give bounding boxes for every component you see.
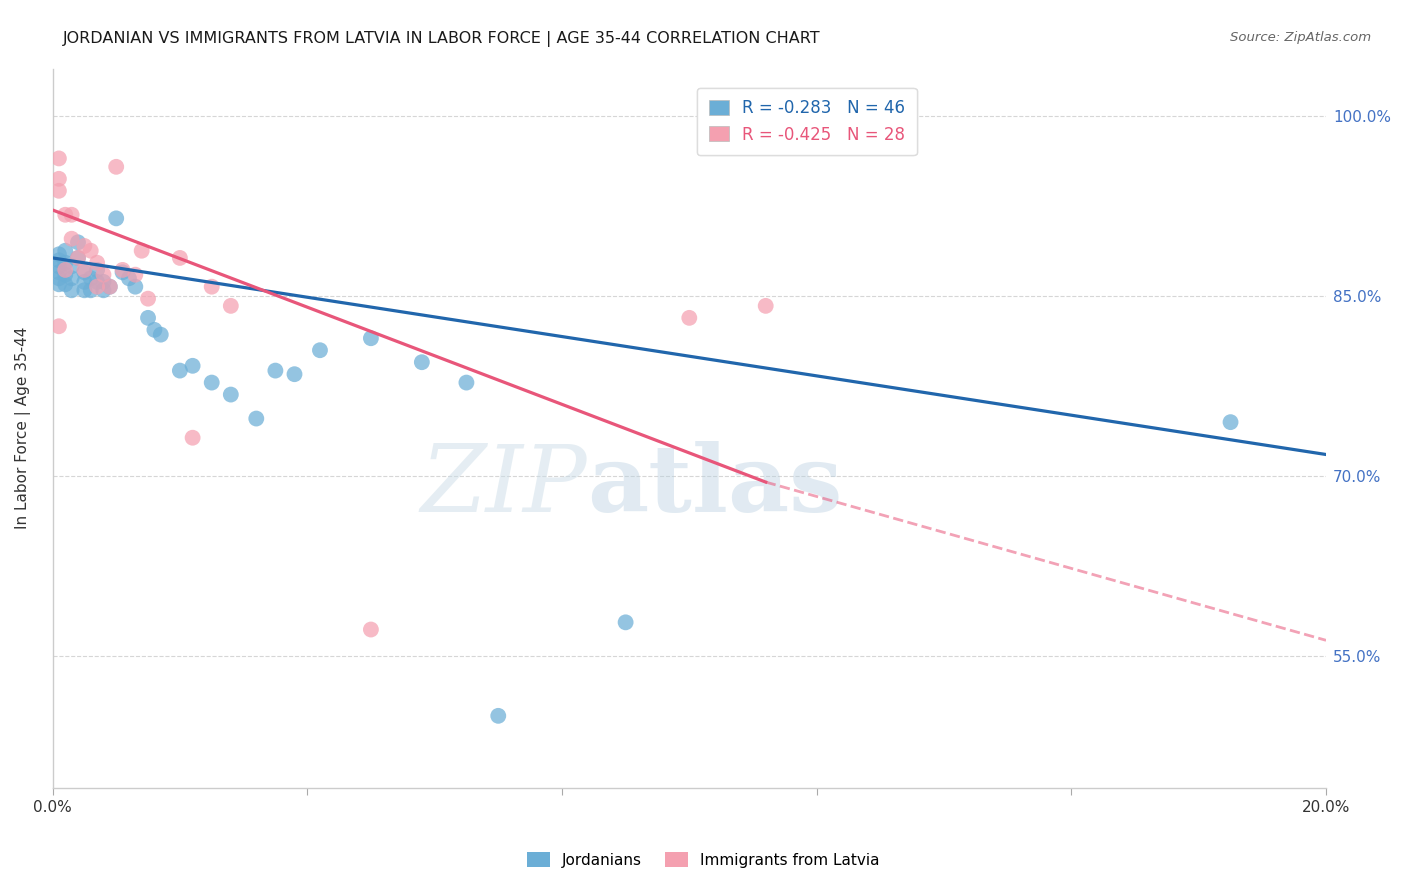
- Point: [93, 275, 115, 289]
- Point: [73, 263, 96, 277]
- Point: [53, 244, 76, 258]
- Legend: R = -0.283   N = 46, R = -0.425   N = 28: R = -0.283 N = 46, R = -0.425 N = 28: [697, 87, 917, 155]
- Point: [48, 247, 70, 261]
- Point: [614, 615, 637, 630]
- Point: [1219, 415, 1241, 429]
- Point: [149, 327, 172, 342]
- Point: [86, 275, 108, 289]
- Point: [60, 271, 83, 285]
- Point: [60, 260, 83, 274]
- Point: [486, 709, 509, 723]
- Point: [169, 363, 191, 377]
- Point: [456, 376, 478, 390]
- Point: [48, 171, 70, 186]
- Point: [80, 244, 103, 258]
- Point: [53, 268, 76, 282]
- Point: [124, 279, 146, 293]
- Point: [86, 256, 108, 270]
- Text: Source: ZipAtlas.com: Source: ZipAtlas.com: [1230, 31, 1371, 45]
- Point: [66, 251, 89, 265]
- Point: [105, 160, 128, 174]
- Point: [73, 283, 96, 297]
- Point: [86, 263, 108, 277]
- Point: [53, 263, 76, 277]
- Point: [73, 275, 96, 289]
- Point: [219, 299, 242, 313]
- Point: [73, 239, 96, 253]
- Point: [80, 283, 103, 297]
- Point: [48, 253, 70, 268]
- Point: [201, 279, 224, 293]
- Point: [48, 265, 70, 279]
- Point: [755, 299, 778, 313]
- Point: [131, 244, 153, 258]
- Point: [80, 271, 103, 285]
- Point: [111, 265, 134, 279]
- Text: atlas: atlas: [588, 441, 842, 531]
- Point: [111, 263, 134, 277]
- Point: [143, 323, 166, 337]
- Point: [98, 279, 121, 293]
- Point: [53, 256, 76, 270]
- Point: [105, 211, 128, 226]
- Point: [60, 232, 83, 246]
- Point: [360, 331, 382, 345]
- Point: [48, 271, 70, 285]
- Point: [66, 251, 89, 265]
- Point: [93, 283, 115, 297]
- Point: [93, 268, 115, 282]
- Point: [678, 310, 700, 325]
- Point: [136, 310, 159, 325]
- Point: [124, 268, 146, 282]
- Point: [48, 319, 70, 334]
- Point: [66, 235, 89, 250]
- Point: [53, 208, 76, 222]
- Point: [181, 431, 204, 445]
- Y-axis label: In Labor Force | Age 35-44: In Labor Force | Age 35-44: [15, 327, 31, 529]
- Point: [360, 623, 382, 637]
- Legend: Jordanians, Immigrants from Latvia: Jordanians, Immigrants from Latvia: [520, 846, 886, 873]
- Point: [309, 343, 332, 358]
- Point: [264, 363, 287, 377]
- Text: ZIP: ZIP: [420, 441, 588, 531]
- Point: [48, 184, 70, 198]
- Point: [73, 265, 96, 279]
- Point: [48, 152, 70, 166]
- Point: [48, 277, 70, 292]
- Point: [48, 260, 70, 274]
- Point: [53, 277, 76, 292]
- Text: JORDANIAN VS IMMIGRANTS FROM LATVIA IN LABOR FORCE | AGE 35-44 CORRELATION CHART: JORDANIAN VS IMMIGRANTS FROM LATVIA IN L…: [63, 31, 821, 47]
- Point: [283, 368, 305, 382]
- Point: [98, 279, 121, 293]
- Point: [60, 208, 83, 222]
- Point: [411, 355, 433, 369]
- Point: [169, 251, 191, 265]
- Point: [245, 411, 267, 425]
- Point: [136, 292, 159, 306]
- Point: [219, 387, 242, 401]
- Point: [201, 376, 224, 390]
- Point: [118, 271, 141, 285]
- Point: [181, 359, 204, 373]
- Point: [86, 279, 108, 293]
- Point: [60, 283, 83, 297]
